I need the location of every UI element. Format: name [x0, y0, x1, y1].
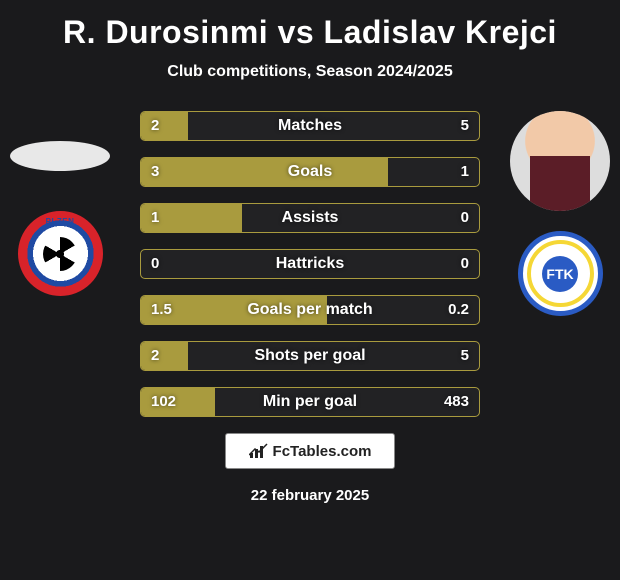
fctables-text: FcTables.com	[273, 443, 372, 460]
plzen-logo-text: PLZEN	[20, 217, 101, 226]
stat-label: Hattricks	[141, 250, 479, 278]
teplice-logo-inner: FTK	[542, 256, 578, 292]
comparison-subtitle: Club competitions, Season 2024/2025	[0, 63, 620, 81]
stat-label: Assists	[141, 204, 479, 232]
stat-label: Shots per goal	[141, 342, 479, 370]
stat-row: 00Hattricks	[140, 249, 480, 279]
player-right-photo	[510, 111, 610, 211]
club-logo-plzen: PLZEN	[18, 211, 103, 296]
stats-bars: 25Matches 31Goals 10Assists 00Hattricks 1.50…	[140, 111, 480, 417]
stat-row: 102483Min per goal	[140, 387, 480, 417]
stat-label: Min per goal	[141, 388, 479, 416]
fctables-brand: FcTables.com	[225, 433, 395, 469]
club-logo-teplice: FTK	[518, 231, 603, 316]
player-left-photo	[10, 141, 110, 171]
stat-row: 31Goals	[140, 157, 480, 187]
stat-label: Goals	[141, 158, 479, 186]
stat-row: 25Shots per goal	[140, 341, 480, 371]
stat-row: 10Assists	[140, 203, 480, 233]
player-left-column: PLZEN	[10, 111, 110, 296]
chart-icon	[249, 443, 269, 459]
stat-row: 1.50.2Goals per match	[140, 295, 480, 325]
comparison-date: 22 february 2025	[0, 487, 620, 504]
comparison-main: PLZEN FTK 25Matches 31Goals 10Assists 00Hat…	[0, 111, 620, 417]
stat-label: Goals per match	[141, 296, 479, 324]
stat-label: Matches	[141, 112, 479, 140]
player-right-column: FTK	[510, 111, 610, 316]
stat-row: 25Matches	[140, 111, 480, 141]
comparison-title: R. Durosinmi vs Ladislav Krejci	[0, 0, 620, 51]
